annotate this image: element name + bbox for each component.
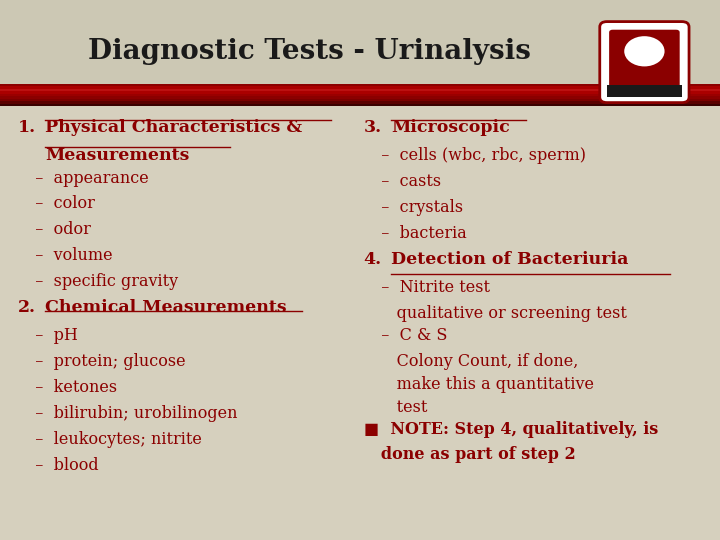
Text: –  volume: – volume — [25, 247, 113, 264]
Bar — [0, 94, 720, 96]
Text: make this a quantitative: make this a quantitative — [371, 376, 594, 393]
Text: qualitative or screening test: qualitative or screening test — [371, 305, 626, 321]
Text: –  casts: – casts — [371, 173, 441, 190]
Text: Diagnostic Tests - Urinalysis: Diagnostic Tests - Urinalysis — [88, 38, 531, 65]
Text: –  pH: – pH — [25, 327, 78, 344]
Bar — [607, 85, 682, 97]
Text: test: test — [371, 399, 427, 415]
Text: 2.: 2. — [18, 299, 36, 316]
Text: –  appearance: – appearance — [25, 170, 149, 186]
Bar — [0, 102, 720, 104]
Text: 4.: 4. — [364, 251, 382, 267]
Text: –  ketones: – ketones — [25, 379, 117, 396]
Bar — [0, 89, 720, 91]
Bar — [0, 99, 720, 102]
Text: –  blood: – blood — [25, 457, 99, 474]
Bar — [0, 0, 720, 84]
FancyBboxPatch shape — [600, 22, 689, 103]
Text: –  bilirubin; urobilinogen: – bilirubin; urobilinogen — [25, 405, 238, 422]
Circle shape — [624, 36, 665, 66]
Text: Physical Characteristics &: Physical Characteristics & — [45, 119, 302, 136]
Text: –  leukocytes; nitrite: – leukocytes; nitrite — [25, 431, 202, 448]
Bar — [0, 84, 720, 86]
Text: ■  NOTE: Step 4, qualitatively, is: ■ NOTE: Step 4, qualitatively, is — [364, 421, 658, 438]
Text: 1.: 1. — [18, 119, 36, 136]
Text: –  cells (wbc, rbc, sperm): – cells (wbc, rbc, sperm) — [371, 147, 586, 164]
Text: –  bacteria: – bacteria — [371, 225, 467, 241]
Text: 3.: 3. — [364, 119, 382, 136]
Bar — [0, 86, 720, 89]
Text: Microscopic: Microscopic — [391, 119, 510, 136]
Text: Detection of Bacteriuria: Detection of Bacteriuria — [391, 251, 629, 267]
Text: –  color: – color — [25, 195, 95, 212]
Text: done as part of step 2: done as part of step 2 — [364, 446, 575, 462]
Bar — [0, 96, 720, 99]
Text: –  C & S: – C & S — [371, 327, 447, 344]
Text: –  Nitrite test: – Nitrite test — [371, 279, 490, 295]
Bar — [0, 91, 720, 94]
Text: Chemical Measurements: Chemical Measurements — [45, 299, 287, 316]
Text: –  crystals: – crystals — [371, 199, 463, 215]
FancyBboxPatch shape — [609, 30, 680, 94]
Text: –  odor: – odor — [25, 221, 91, 238]
Text: Measurements: Measurements — [45, 147, 190, 164]
Text: –  protein; glucose: – protein; glucose — [25, 353, 186, 370]
Text: Colony Count, if done,: Colony Count, if done, — [371, 353, 578, 370]
Text: –  specific gravity: – specific gravity — [25, 273, 179, 290]
Bar — [0, 104, 720, 106]
